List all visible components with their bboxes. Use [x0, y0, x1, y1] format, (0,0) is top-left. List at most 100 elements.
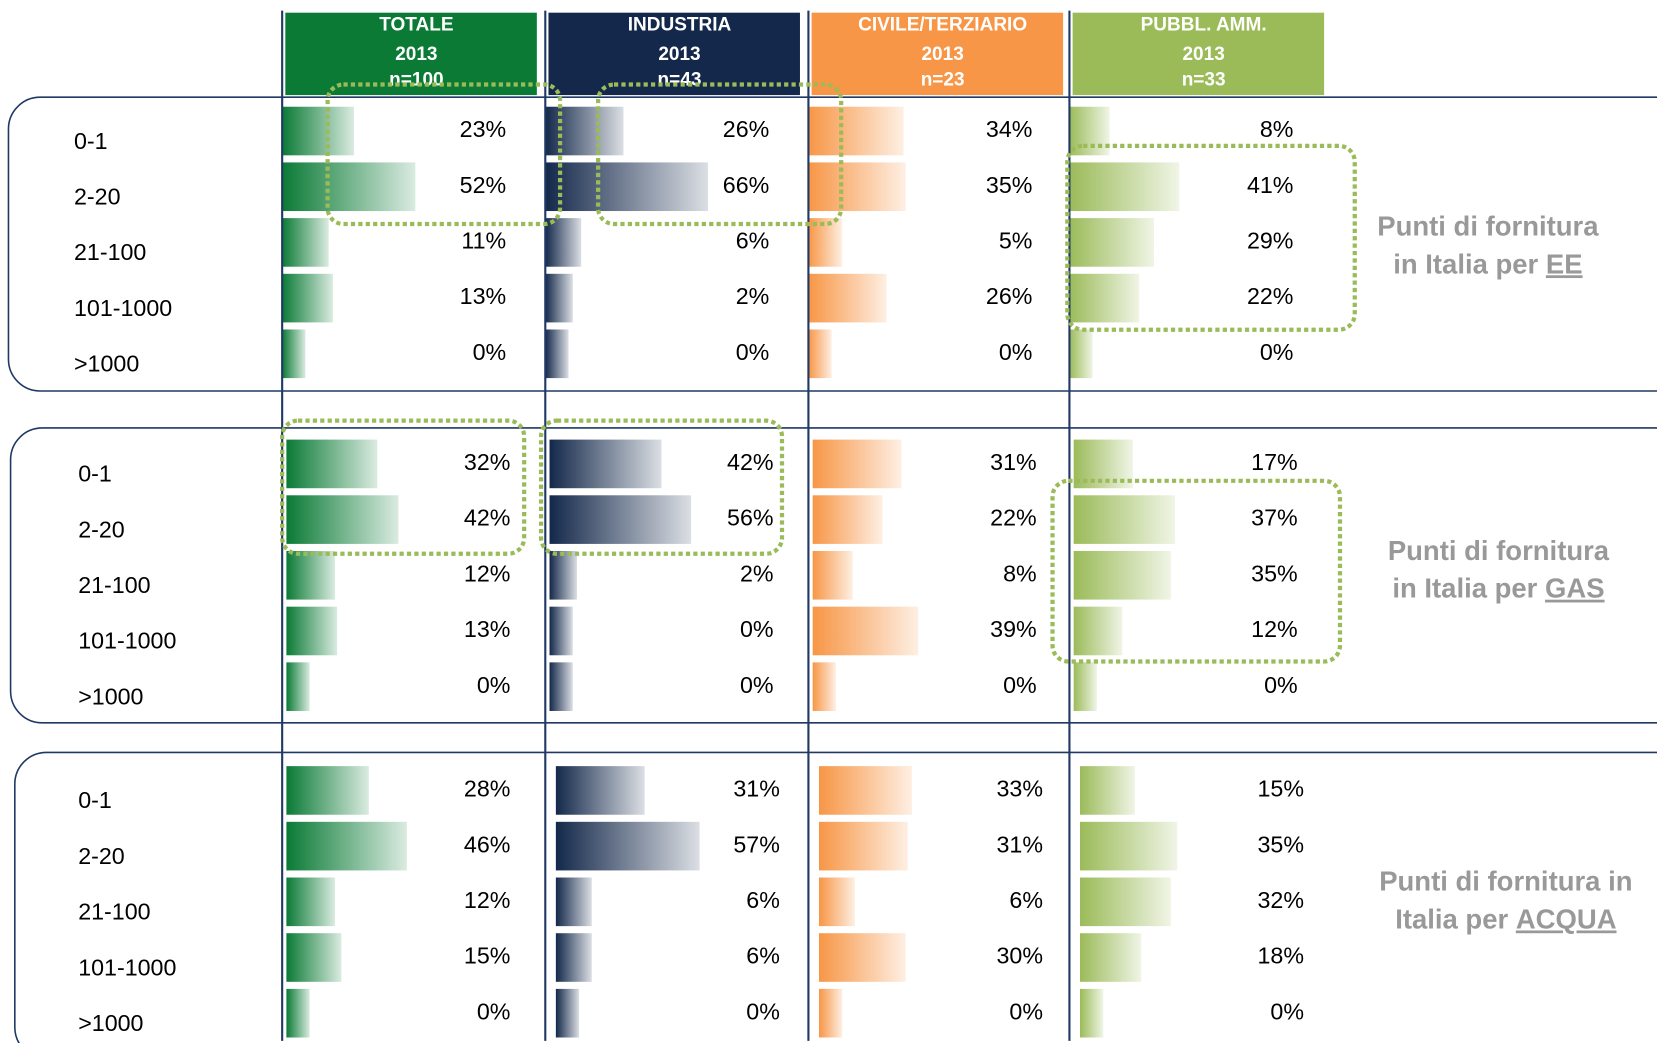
bar [282, 218, 329, 267]
bar [555, 766, 645, 815]
side-label: Italia per ACQUA [1395, 904, 1617, 935]
value-label: 0% [740, 616, 774, 642]
bar [1073, 662, 1097, 711]
value-label: 12% [464, 887, 511, 913]
side-label-emphasis: ACQUA [1516, 904, 1617, 935]
highlight-box [538, 418, 785, 556]
bar [286, 821, 407, 871]
bar [282, 106, 355, 156]
column-year: 2013 [395, 44, 437, 65]
section-frame [14, 751, 1657, 1043]
bar [1080, 766, 1135, 815]
side-label-emphasis: EE [1546, 249, 1583, 280]
bar [286, 550, 336, 600]
value-label: 0% [1260, 339, 1294, 365]
bar [555, 933, 592, 982]
bar [282, 273, 333, 323]
bar [1069, 106, 1110, 156]
side-label: Punti di fornitura [1388, 535, 1610, 566]
highlight-box [1050, 478, 1343, 664]
bar [1073, 550, 1171, 600]
value-label: 30% [997, 943, 1044, 969]
bar [555, 821, 700, 871]
bar [1073, 606, 1123, 656]
value-label: 31% [990, 449, 1037, 475]
value-label: 6% [736, 228, 770, 254]
value-label: 28% [464, 776, 511, 802]
bar [812, 495, 883, 544]
category-label: >1000 [74, 351, 139, 377]
value-label: 42% [727, 449, 774, 475]
column-header [811, 12, 1064, 96]
value-label: 0% [1003, 672, 1037, 698]
value-label: 15% [1258, 776, 1305, 802]
value-label: 0% [1009, 998, 1043, 1024]
bar [808, 106, 904, 156]
value-label: 12% [464, 560, 511, 586]
column-name: CIVILE/TERZIARIO [858, 14, 1027, 35]
bar [549, 550, 577, 600]
category-label: 2-20 [78, 843, 125, 869]
side-label: in Italia per EE [1393, 249, 1582, 280]
section-frame [9, 427, 1657, 724]
value-label: 26% [723, 116, 770, 142]
category-label: 0-1 [78, 461, 112, 487]
bar [812, 439, 902, 489]
value-label: 37% [1251, 505, 1298, 531]
bar [549, 495, 692, 544]
category-label: 21-100 [78, 572, 150, 598]
column-n: n=23 [921, 69, 965, 90]
value-label: 13% [460, 283, 507, 309]
bar [286, 662, 310, 711]
value-label: 5% [999, 228, 1033, 254]
value-label: 0% [736, 339, 770, 365]
bar [286, 766, 369, 815]
bar [1069, 162, 1180, 212]
bar [1069, 329, 1093, 379]
column-n: n=100 [389, 69, 443, 90]
column-header [548, 12, 800, 96]
bar [545, 329, 569, 379]
value-label: 8% [1260, 116, 1294, 142]
bar [818, 766, 912, 815]
bar [1069, 218, 1154, 267]
value-label: 22% [1247, 283, 1294, 309]
highlight-box [1065, 143, 1357, 332]
value-label: 66% [723, 172, 770, 198]
bar [286, 606, 338, 656]
category-label: 21-100 [78, 899, 150, 925]
value-label: 41% [1247, 172, 1294, 198]
value-label: 0% [473, 339, 507, 365]
bar [808, 218, 843, 267]
section-frame [7, 96, 1657, 392]
bar [286, 439, 378, 489]
column-header [1072, 12, 1325, 96]
bar [545, 273, 573, 323]
value-label: 0% [999, 339, 1033, 365]
bar [812, 662, 836, 711]
value-label: 35% [1251, 560, 1298, 586]
value-label: 0% [740, 672, 774, 698]
value-label: 11% [461, 228, 506, 254]
category-label: 0-1 [74, 128, 108, 154]
value-label: 8% [1003, 560, 1037, 586]
highlight-box [280, 418, 527, 556]
bar [818, 933, 906, 982]
bar [808, 329, 832, 379]
bar [1080, 933, 1142, 982]
value-label: 18% [1258, 943, 1305, 969]
value-label: 35% [986, 172, 1033, 198]
value-label: 34% [986, 116, 1033, 142]
value-label: 57% [733, 831, 780, 857]
value-label: 6% [746, 887, 780, 913]
highlight-box [596, 82, 844, 227]
bar [286, 988, 310, 1038]
value-label: 2% [740, 560, 774, 586]
value-label: 42% [464, 505, 511, 531]
bar [1073, 495, 1176, 544]
value-label: 26% [986, 283, 1033, 309]
category-label: 101-1000 [78, 954, 176, 980]
value-label: 29% [1247, 228, 1294, 254]
value-label: 2% [736, 283, 770, 309]
